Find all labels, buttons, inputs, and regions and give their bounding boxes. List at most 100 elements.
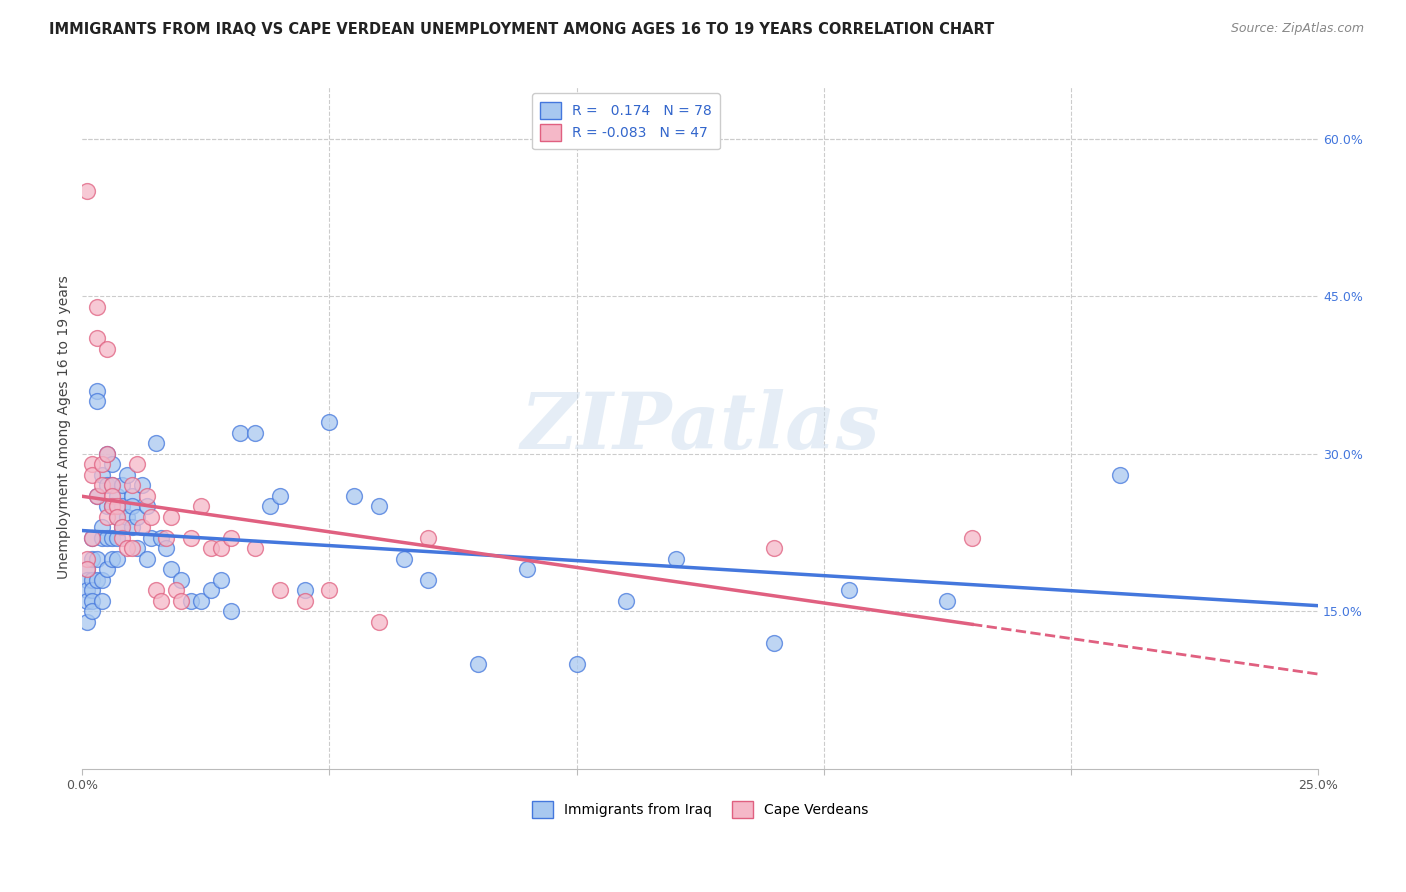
Point [76,593,98,607]
Point [105,551,128,566]
Point [763,635,786,649]
Point [91,573,114,587]
Point [936,593,959,607]
Point [111,478,134,492]
Point [101,531,124,545]
Point [135,551,157,566]
Point [318,415,340,429]
Point [125,509,148,524]
Point [101,551,124,566]
Point [209,541,232,556]
Point [86,573,108,587]
Point [294,583,316,598]
Point [101,457,124,471]
Point [837,583,859,598]
Point [209,573,232,587]
Point [418,573,440,587]
Point [664,551,686,566]
Point [101,478,124,492]
Point [150,593,173,607]
Point [86,300,108,314]
Point [115,541,138,556]
Point [269,489,291,503]
Point [101,478,124,492]
Point [86,331,108,345]
Point [121,499,143,513]
Point [367,615,389,629]
Point [294,593,316,607]
Point [76,615,98,629]
Point [82,531,104,545]
Point [219,531,242,545]
Point [91,478,114,492]
Point [121,541,143,556]
Text: IMMIGRANTS FROM IRAQ VS CAPE VERDEAN UNEMPLOYMENT AMONG AGES 16 TO 19 YEARS CORR: IMMIGRANTS FROM IRAQ VS CAPE VERDEAN UNE… [49,22,994,37]
Point [96,447,118,461]
Point [367,499,389,513]
Point [82,531,104,545]
Point [121,478,143,492]
Point [91,531,114,545]
Point [105,509,128,524]
Point [111,520,134,534]
Point [165,583,187,598]
Point [76,562,98,576]
Point [155,541,177,556]
Point [115,467,138,482]
Point [141,531,163,545]
Text: ZIPatlas: ZIPatlas [520,389,880,466]
Point [86,489,108,503]
Point [343,489,366,503]
Point [565,657,588,671]
Point [96,562,118,576]
Point [269,583,291,598]
Point [467,657,489,671]
Point [111,499,134,513]
Point [105,489,128,503]
Point [145,436,167,450]
Point [105,499,128,513]
Point [82,593,104,607]
Point [76,583,98,598]
Point [76,562,98,576]
Point [121,489,143,503]
Point [82,551,104,566]
Point [150,531,173,545]
Point [200,541,222,556]
Point [76,551,98,566]
Point [82,573,104,587]
Point [141,509,163,524]
Point [96,509,118,524]
Point [82,583,104,598]
Point [86,551,108,566]
Point [91,457,114,471]
Point [96,478,118,492]
Point [180,531,202,545]
Point [91,593,114,607]
Point [96,499,118,513]
Point [96,531,118,545]
Point [200,583,222,598]
Point [76,573,98,587]
Point [86,384,108,398]
Point [82,457,104,471]
Point [111,520,134,534]
Point [1109,467,1132,482]
Point [190,499,212,513]
Point [245,541,267,556]
Point [229,425,252,440]
Point [135,499,157,513]
Point [115,509,138,524]
Point [111,531,134,545]
Point [155,531,177,545]
Point [105,531,128,545]
Point [960,531,983,545]
Point [160,562,183,576]
Point [516,562,538,576]
Point [245,425,267,440]
Point [180,593,202,607]
Point [763,541,786,556]
Point [160,509,183,524]
Point [131,478,153,492]
Point [318,583,340,598]
